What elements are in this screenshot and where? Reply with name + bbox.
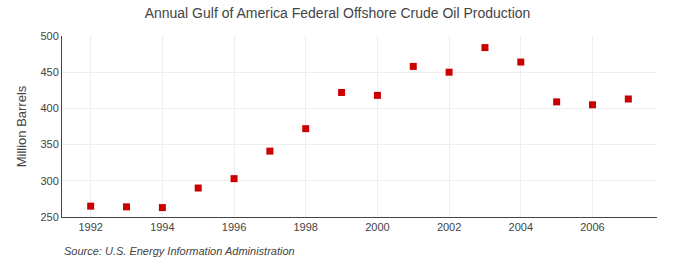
svg-text:Annual Gulf of America Federal: Annual Gulf of America Federal Offshore … (145, 5, 531, 21)
svg-text:Million Barrels: Million Barrels (14, 85, 29, 167)
svg-text:1992: 1992 (78, 221, 102, 233)
svg-text:350: 350 (40, 138, 58, 150)
svg-text:2002: 2002 (437, 221, 461, 233)
svg-text:2006: 2006 (580, 221, 604, 233)
svg-text:450: 450 (40, 66, 58, 78)
svg-text:1998: 1998 (293, 221, 317, 233)
svg-text:2000: 2000 (365, 221, 389, 233)
svg-text:1994: 1994 (150, 221, 174, 233)
svg-text:300: 300 (40, 175, 58, 187)
svg-text:500: 500 (40, 30, 58, 42)
svg-text:250: 250 (40, 211, 58, 223)
svg-text:Source: U.S. Energy Informatio: Source: U.S. Energy Information Administ… (64, 245, 295, 257)
svg-text:2004: 2004 (509, 221, 533, 233)
svg-text:1996: 1996 (222, 221, 246, 233)
svg-text:400: 400 (40, 102, 58, 114)
